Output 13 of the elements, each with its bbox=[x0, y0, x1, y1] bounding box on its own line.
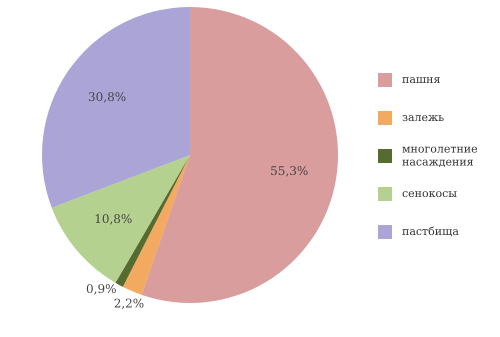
pie-slice bbox=[42, 7, 190, 208]
data-label: 55,3% bbox=[270, 164, 308, 178]
data-label: 10,8% bbox=[94, 212, 132, 226]
legend-label: залежь bbox=[402, 110, 444, 124]
data-label: 2,2% bbox=[114, 296, 144, 311]
legend-label: пастбища bbox=[402, 224, 460, 238]
pie-slice bbox=[142, 7, 338, 303]
legend-label: многолетние насаждения bbox=[402, 142, 478, 168]
data-label: 30,8% bbox=[88, 90, 126, 104]
legend-label: пашня bbox=[402, 72, 440, 86]
pie-slice bbox=[52, 155, 190, 283]
legend-label: сенокосы bbox=[402, 186, 458, 200]
data-label: 0,9% bbox=[86, 282, 117, 296]
